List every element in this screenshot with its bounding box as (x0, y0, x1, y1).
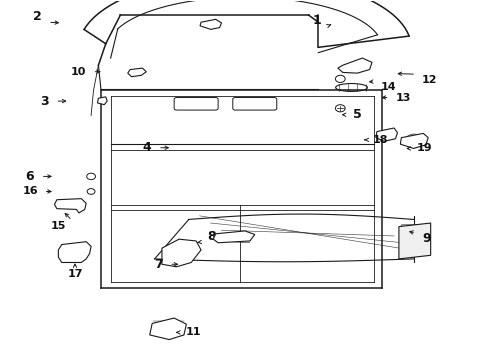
Text: 4: 4 (143, 141, 151, 154)
Polygon shape (128, 68, 147, 77)
Text: 9: 9 (422, 232, 431, 245)
Text: 16: 16 (22, 186, 38, 197)
Polygon shape (200, 19, 221, 30)
FancyBboxPatch shape (401, 235, 428, 243)
Text: 18: 18 (373, 135, 389, 145)
Polygon shape (58, 242, 91, 262)
Polygon shape (213, 231, 255, 243)
Text: 15: 15 (50, 221, 66, 231)
Polygon shape (162, 239, 201, 267)
Text: 6: 6 (25, 170, 34, 183)
Text: 3: 3 (40, 95, 49, 108)
Polygon shape (98, 97, 107, 105)
Polygon shape (399, 223, 431, 259)
Polygon shape (400, 134, 428, 148)
Text: 14: 14 (381, 82, 396, 92)
FancyBboxPatch shape (401, 225, 428, 233)
Text: 1: 1 (313, 14, 322, 27)
Text: 8: 8 (207, 230, 216, 243)
Text: 11: 11 (186, 327, 201, 337)
Text: 19: 19 (417, 143, 433, 153)
FancyBboxPatch shape (401, 245, 428, 253)
Polygon shape (54, 199, 86, 213)
Polygon shape (338, 58, 372, 73)
Text: 10: 10 (71, 67, 87, 77)
Polygon shape (376, 128, 397, 141)
Polygon shape (150, 318, 186, 339)
Text: 2: 2 (33, 10, 42, 23)
Text: 17: 17 (67, 269, 83, 279)
Text: 13: 13 (395, 93, 411, 103)
Text: 12: 12 (422, 75, 438, 85)
Text: 5: 5 (353, 108, 362, 121)
Text: 7: 7 (154, 258, 163, 271)
